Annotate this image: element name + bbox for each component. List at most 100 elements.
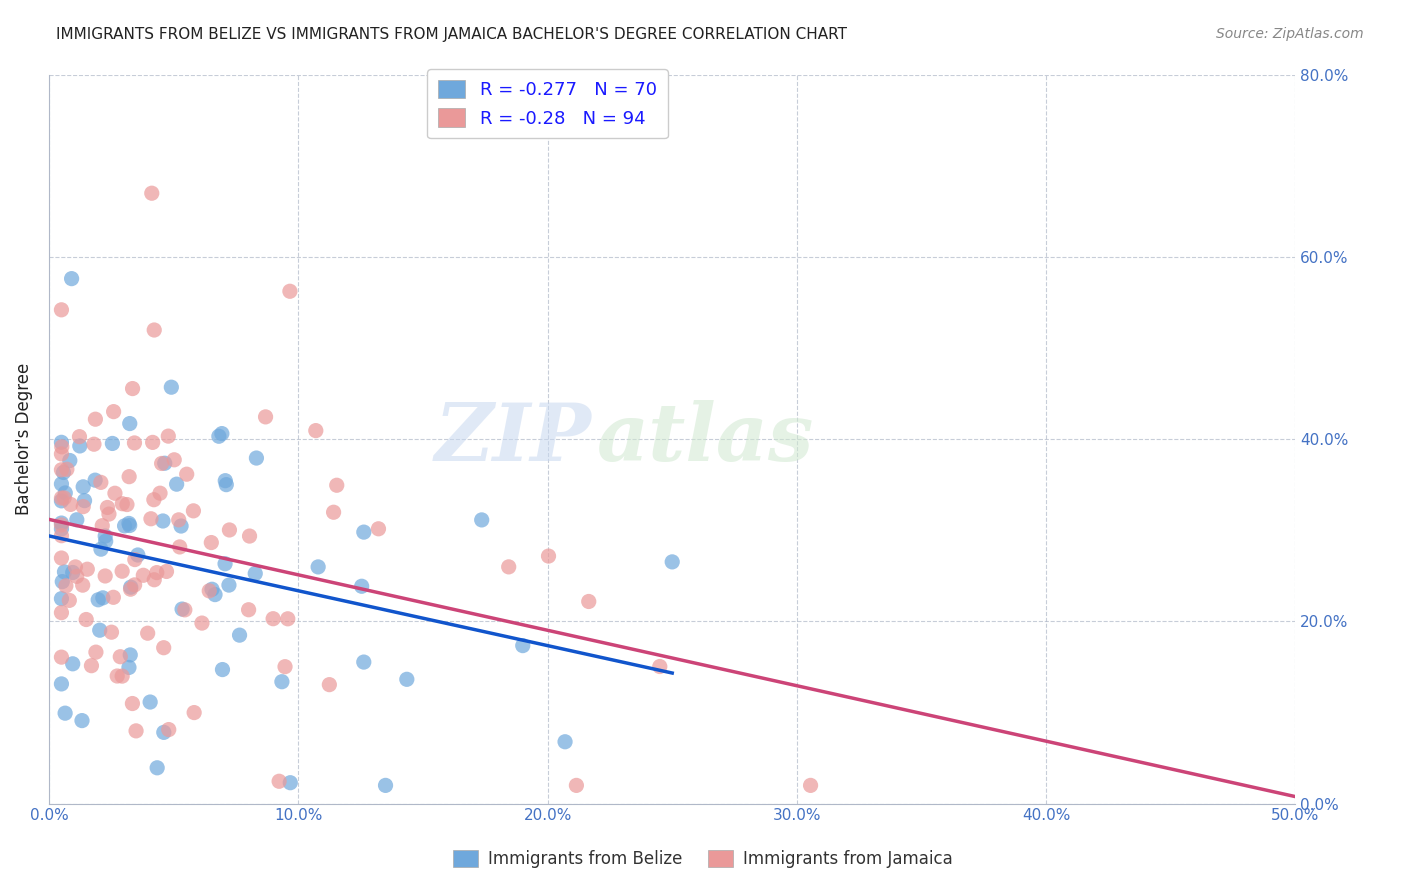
Point: [51, 650, 73, 665]
Point: [350, 579, 373, 593]
Point: [215, 477, 238, 491]
Point: [58, 593, 80, 607]
Point: [121, 697, 143, 711]
Point: [200, 535, 222, 549]
Point: [191, 616, 214, 631]
Point: [648, 659, 671, 673]
Legend: Immigrants from Belize, Immigrants from Jamaica: Immigrants from Belize, Immigrants from …: [447, 843, 959, 875]
Point: [176, 467, 198, 482]
Point: [262, 612, 284, 626]
Point: [214, 557, 236, 571]
Point: [152, 725, 174, 739]
Point: [254, 409, 277, 424]
Point: [326, 478, 349, 492]
Point: [218, 523, 240, 537]
Point: [90, 475, 112, 490]
Point: [110, 649, 132, 664]
Point: [211, 663, 233, 677]
Point: [89, 623, 111, 637]
Point: [51, 447, 73, 461]
Point: [124, 552, 146, 566]
Point: [163, 452, 186, 467]
Point: [62, 657, 84, 671]
Point: [139, 695, 162, 709]
Point: [132, 568, 155, 582]
Point: [91, 518, 114, 533]
Point: [318, 678, 340, 692]
Point: [51, 440, 73, 454]
Point: [238, 603, 260, 617]
Point: [157, 723, 180, 737]
Point: [167, 513, 190, 527]
Point: [56, 462, 79, 476]
Point: [245, 451, 267, 466]
Point: [218, 578, 240, 592]
Point: [120, 580, 142, 594]
Point: [183, 706, 205, 720]
Point: [101, 436, 124, 450]
Point: [367, 522, 389, 536]
Point: [75, 613, 97, 627]
Point: [160, 380, 183, 394]
Point: [76, 562, 98, 576]
Point: [800, 778, 823, 792]
Point: [94, 569, 117, 583]
Point: [245, 566, 267, 581]
Point: [53, 491, 76, 505]
Legend: R = -0.277   N = 70, R = -0.28   N = 94: R = -0.277 N = 70, R = -0.28 N = 94: [427, 69, 668, 138]
Point: [111, 497, 134, 511]
Text: ZIP: ZIP: [434, 401, 591, 478]
Point: [118, 516, 141, 531]
Point: [143, 573, 166, 587]
Point: [51, 591, 73, 606]
Text: atlas: atlas: [598, 401, 815, 478]
Point: [512, 639, 534, 653]
Point: [395, 673, 418, 687]
Point: [111, 669, 134, 683]
Point: [90, 542, 112, 557]
Point: [94, 534, 117, 549]
Point: [51, 491, 73, 505]
Point: [537, 549, 560, 563]
Point: [228, 628, 250, 642]
Point: [51, 463, 73, 477]
Point: [53, 565, 76, 579]
Point: [118, 417, 141, 431]
Point: [374, 778, 396, 792]
Point: [72, 480, 94, 494]
Point: [554, 735, 576, 749]
Point: [69, 439, 91, 453]
Point: [204, 588, 226, 602]
Point: [115, 498, 138, 512]
Point: [353, 655, 375, 669]
Point: [94, 529, 117, 543]
Point: [70, 714, 93, 728]
Point: [80, 658, 103, 673]
Point: [173, 603, 195, 617]
Point: [278, 775, 301, 789]
Point: [150, 457, 173, 471]
Point: [136, 626, 159, 640]
Point: [118, 518, 141, 533]
Point: [565, 778, 588, 792]
Point: [104, 486, 127, 500]
Point: [53, 486, 76, 500]
Point: [51, 516, 73, 530]
Point: [146, 566, 169, 580]
Point: [211, 426, 233, 441]
Point: [120, 648, 142, 662]
Point: [155, 565, 177, 579]
Point: [118, 469, 141, 483]
Point: [274, 659, 297, 673]
Point: [83, 437, 105, 451]
Point: [66, 513, 89, 527]
Point: [52, 466, 75, 480]
Point: [498, 560, 520, 574]
Point: [60, 271, 83, 285]
Point: [55, 579, 77, 593]
Point: [124, 578, 146, 592]
Point: [105, 669, 128, 683]
Point: [170, 519, 193, 533]
Point: [103, 404, 125, 418]
Point: [97, 507, 120, 521]
